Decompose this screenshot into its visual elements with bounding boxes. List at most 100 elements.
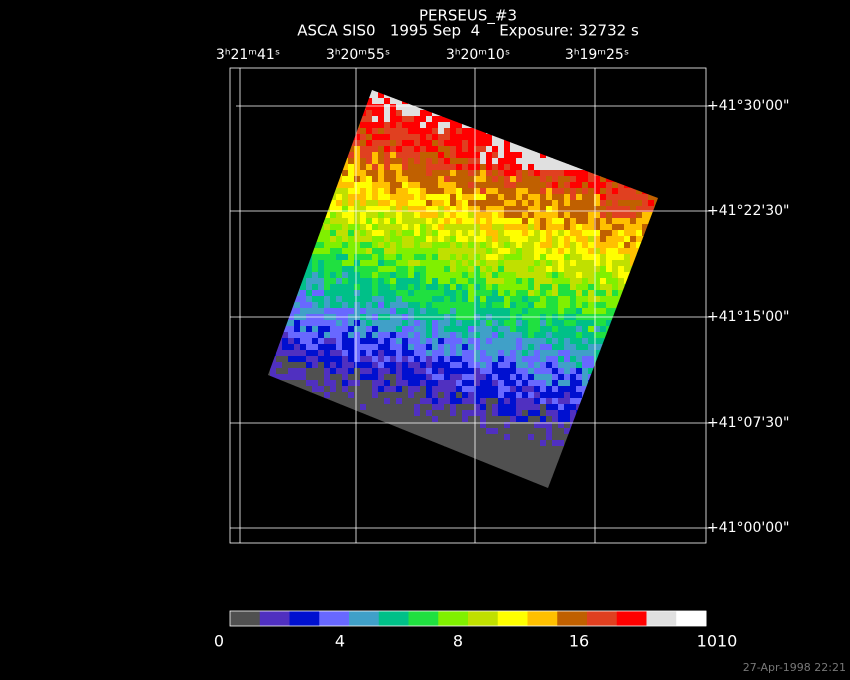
pixel bbox=[534, 170, 541, 177]
pixel bbox=[486, 140, 493, 147]
pixel bbox=[444, 380, 451, 387]
pixel bbox=[312, 326, 319, 333]
pixel bbox=[552, 464, 559, 471]
pixel bbox=[390, 320, 397, 327]
pixel bbox=[408, 368, 415, 375]
pixel bbox=[384, 380, 391, 387]
colorbar-tick-label: 4 bbox=[335, 632, 345, 651]
pixel bbox=[306, 338, 313, 345]
pixel bbox=[582, 236, 589, 243]
pixel bbox=[324, 248, 331, 255]
pixel bbox=[594, 284, 601, 291]
pixel bbox=[366, 140, 373, 147]
pixel bbox=[474, 242, 481, 249]
pixel bbox=[444, 410, 451, 417]
pixel bbox=[534, 470, 541, 477]
pixel bbox=[330, 320, 337, 327]
pixel bbox=[390, 152, 397, 159]
pixel bbox=[444, 422, 451, 429]
pixel bbox=[402, 128, 409, 135]
pixel bbox=[570, 302, 577, 309]
pixel bbox=[462, 260, 469, 267]
pixel bbox=[522, 416, 529, 423]
pixel bbox=[390, 404, 397, 411]
pixel bbox=[552, 254, 559, 261]
pixel bbox=[450, 404, 457, 411]
pixel bbox=[462, 428, 469, 435]
pixel bbox=[450, 320, 457, 327]
pixel bbox=[462, 446, 469, 453]
pixel bbox=[540, 422, 547, 429]
pixel bbox=[522, 404, 529, 411]
ra-label: 3ʰ20ᵐ10ˢ bbox=[446, 47, 510, 63]
pixel bbox=[570, 398, 577, 405]
pixel bbox=[372, 260, 379, 267]
pixel bbox=[486, 194, 493, 201]
pixel bbox=[492, 248, 499, 255]
pixel bbox=[456, 296, 463, 303]
pixel bbox=[312, 248, 319, 255]
pixel bbox=[522, 242, 529, 249]
pixel bbox=[618, 218, 625, 225]
pixel bbox=[498, 302, 505, 309]
pixel bbox=[426, 428, 433, 435]
pixel bbox=[552, 218, 559, 225]
pixel bbox=[486, 212, 493, 219]
pixel bbox=[576, 224, 583, 231]
pixel bbox=[528, 476, 535, 483]
pixel bbox=[432, 380, 439, 387]
pixel bbox=[408, 398, 415, 405]
pixel bbox=[504, 194, 511, 201]
pixel bbox=[426, 326, 433, 333]
pixel bbox=[420, 218, 427, 225]
pixel bbox=[498, 416, 505, 423]
pixel bbox=[594, 206, 601, 213]
pixel bbox=[384, 302, 391, 309]
pixel bbox=[390, 260, 397, 267]
pixel bbox=[390, 416, 397, 423]
pixel bbox=[426, 332, 433, 339]
pixel bbox=[546, 326, 553, 333]
pixel bbox=[522, 290, 529, 297]
pixel bbox=[432, 176, 439, 183]
pixel bbox=[450, 140, 457, 147]
pixel bbox=[372, 296, 379, 303]
pixel bbox=[474, 284, 481, 291]
pixel bbox=[438, 164, 445, 171]
pixel bbox=[576, 284, 583, 291]
pixel bbox=[492, 296, 499, 303]
pixel bbox=[480, 320, 487, 327]
pixel bbox=[516, 350, 523, 357]
pixel bbox=[498, 242, 505, 249]
pixel bbox=[432, 278, 439, 285]
pixel bbox=[528, 152, 535, 159]
pixel bbox=[342, 338, 349, 345]
pixel bbox=[492, 218, 499, 225]
pixel bbox=[474, 212, 481, 219]
pixel bbox=[396, 422, 403, 429]
pixel bbox=[276, 374, 283, 381]
pixel bbox=[444, 344, 451, 351]
pixel bbox=[300, 332, 307, 339]
pixel bbox=[444, 254, 451, 261]
pixel bbox=[546, 272, 553, 279]
pixel bbox=[330, 386, 337, 393]
pixel bbox=[546, 284, 553, 291]
pixel bbox=[534, 326, 541, 333]
pixel bbox=[480, 362, 487, 369]
pixel bbox=[534, 164, 541, 171]
pixel bbox=[474, 392, 481, 399]
pixel bbox=[378, 140, 385, 147]
pixel bbox=[570, 194, 577, 201]
pixel bbox=[480, 206, 487, 213]
pixel bbox=[432, 374, 439, 381]
pixel bbox=[420, 308, 427, 315]
pixel bbox=[468, 296, 475, 303]
pixel bbox=[540, 386, 547, 393]
pixel bbox=[456, 182, 463, 189]
pixel bbox=[324, 332, 331, 339]
pixel bbox=[336, 188, 343, 195]
pixel bbox=[420, 428, 427, 435]
pixel bbox=[432, 248, 439, 255]
pixel bbox=[300, 386, 307, 393]
